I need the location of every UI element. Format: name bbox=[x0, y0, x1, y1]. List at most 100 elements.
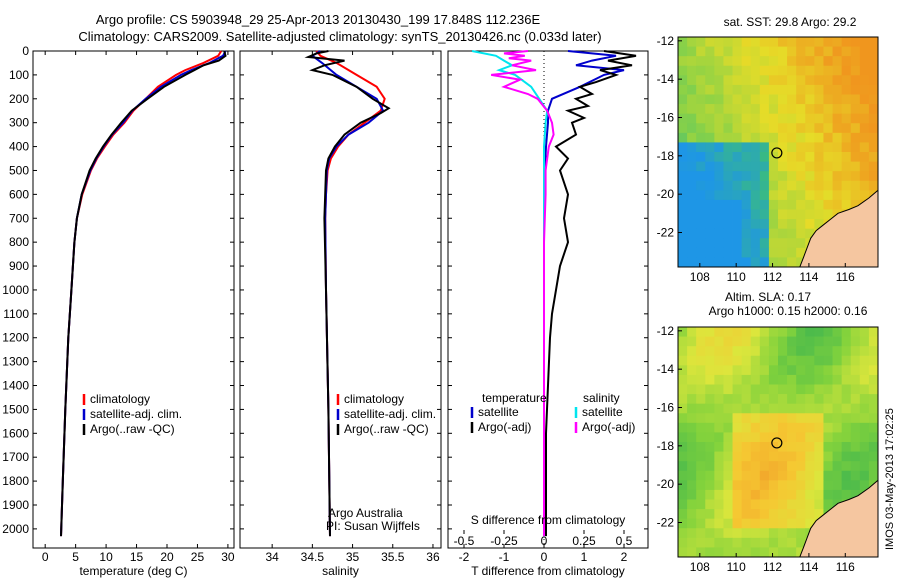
map-cell bbox=[778, 56, 788, 67]
map-cell bbox=[741, 247, 752, 258]
difference-series-line bbox=[545, 50, 637, 537]
map-cell bbox=[868, 142, 879, 153]
map-cell bbox=[859, 432, 870, 443]
map-cell bbox=[823, 432, 833, 443]
map-cell bbox=[787, 336, 797, 347]
map-cell bbox=[687, 171, 697, 182]
map-cell bbox=[714, 46, 724, 57]
map-cell bbox=[823, 161, 833, 172]
map-cell bbox=[768, 104, 779, 115]
map-cell bbox=[768, 461, 779, 472]
map-cell bbox=[750, 470, 761, 481]
map-xtick-label: 108 bbox=[690, 270, 710, 284]
map-cell bbox=[696, 123, 706, 134]
map-cell bbox=[787, 537, 797, 548]
map-cell bbox=[750, 547, 761, 558]
map-cell bbox=[814, 161, 824, 172]
map-cell bbox=[705, 432, 715, 443]
map-cell bbox=[823, 413, 833, 424]
map-cell bbox=[787, 355, 797, 366]
map-cell bbox=[750, 336, 761, 347]
map-cell bbox=[768, 56, 779, 67]
map-cell bbox=[687, 94, 697, 105]
map-cell bbox=[723, 247, 733, 258]
map-cell bbox=[814, 461, 824, 472]
map-cell bbox=[732, 528, 743, 539]
salinity-xtick-label: 36 bbox=[426, 550, 440, 564]
map-cell bbox=[778, 422, 788, 433]
map-cell bbox=[714, 528, 724, 539]
map-cell bbox=[714, 219, 724, 230]
map-cell bbox=[841, 384, 852, 395]
map-cell bbox=[705, 442, 715, 452]
map-cell bbox=[768, 94, 779, 105]
map-cell bbox=[714, 422, 724, 433]
map-cell bbox=[778, 394, 788, 405]
map-cell bbox=[696, 489, 706, 500]
map-cell bbox=[805, 394, 815, 405]
map-cell bbox=[796, 142, 806, 153]
map-cell bbox=[823, 94, 833, 105]
map-cell bbox=[705, 384, 715, 395]
map-cell bbox=[705, 374, 715, 385]
map-cell bbox=[723, 94, 733, 105]
map-cell bbox=[678, 37, 688, 47]
map-cell bbox=[696, 461, 706, 472]
difference-legend-title-sal: salinity bbox=[583, 391, 620, 405]
map-cell bbox=[768, 509, 779, 520]
difference-axes bbox=[447, 50, 649, 549]
map-cell bbox=[768, 209, 779, 220]
map-cell bbox=[805, 509, 815, 520]
map-cell bbox=[759, 384, 770, 395]
difference-sal-legend-label: Argo(-adj) bbox=[582, 420, 635, 434]
map-cell bbox=[768, 238, 779, 249]
map-cell bbox=[823, 113, 833, 124]
map-cell bbox=[832, 171, 843, 182]
map-cell bbox=[787, 346, 797, 357]
header-line-2: Climatology: CARS2009. Satellite-adjuste… bbox=[78, 29, 601, 44]
map-cell bbox=[750, 346, 761, 357]
map-cell bbox=[750, 94, 761, 105]
difference-sal-legend-label: satellite bbox=[582, 405, 623, 419]
map-cell bbox=[796, 384, 806, 395]
map-cell bbox=[750, 84, 761, 95]
map-cell bbox=[687, 442, 697, 452]
map-cell bbox=[741, 209, 752, 220]
map-cell bbox=[687, 142, 697, 153]
map-cell bbox=[759, 84, 770, 95]
temperature-plot: 0100200300400500600700800900100011001200… bbox=[2, 44, 235, 578]
map-cell bbox=[687, 336, 697, 347]
map-cell bbox=[832, 442, 843, 452]
map-cell bbox=[687, 132, 697, 143]
map-cell bbox=[696, 394, 706, 405]
map-cell bbox=[750, 384, 761, 395]
map-cell bbox=[850, 355, 861, 366]
map-cell bbox=[705, 336, 715, 347]
map-cell bbox=[778, 219, 788, 230]
map-cell bbox=[850, 142, 861, 153]
map-cell bbox=[750, 413, 761, 424]
map-cell bbox=[741, 199, 752, 210]
map-cell bbox=[732, 403, 743, 414]
map-cell bbox=[732, 75, 743, 86]
map-cell bbox=[814, 142, 824, 153]
map-cell bbox=[705, 470, 715, 481]
map-cell bbox=[723, 470, 733, 481]
map-cell bbox=[796, 104, 806, 115]
difference-plot: -2 -1 0 1 2 -0.5 -0.25 0 0.25 0.5 temperature salin… bbox=[447, 50, 649, 578]
map-cell bbox=[814, 365, 824, 376]
map-cell bbox=[778, 489, 788, 500]
map-cell bbox=[678, 113, 688, 124]
map-cell bbox=[696, 422, 706, 433]
map-cell bbox=[750, 442, 761, 452]
map-cell bbox=[805, 84, 815, 95]
map-cell bbox=[759, 537, 770, 548]
map-cell bbox=[714, 394, 724, 405]
map-cell bbox=[850, 46, 861, 57]
map-cell bbox=[759, 413, 770, 424]
map-cell bbox=[705, 537, 715, 548]
map-cell bbox=[741, 403, 752, 414]
map-cell bbox=[778, 257, 788, 268]
map-cell bbox=[750, 65, 761, 76]
temperature-ytick-label: 300 bbox=[9, 116, 29, 130]
